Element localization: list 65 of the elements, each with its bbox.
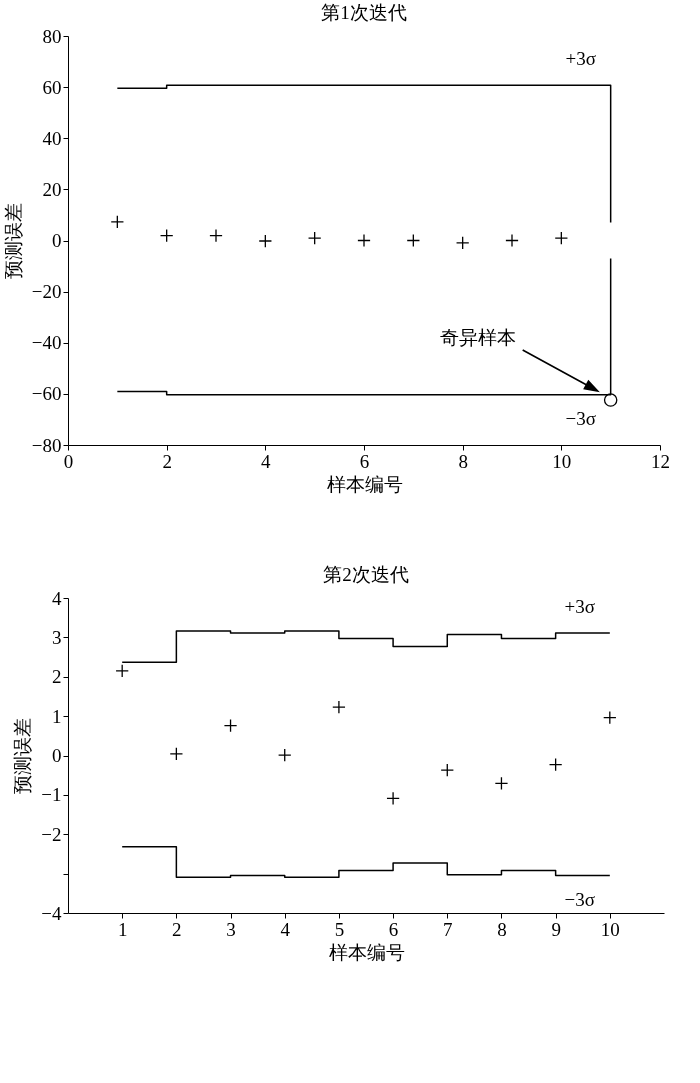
point: [386, 791, 400, 806]
y-tick-label: 2: [52, 666, 62, 688]
y-tick-label: 1: [52, 705, 62, 727]
point: [505, 233, 519, 248]
point: [357, 233, 371, 248]
x-tick-label: 7: [443, 918, 453, 940]
point: [307, 231, 322, 245]
annotation: 奇异样本: [439, 327, 516, 349]
annotation: −3σ: [565, 407, 596, 429]
x-tick-label: 8: [458, 450, 468, 472]
point: [169, 747, 184, 761]
y-tick-label: −2: [41, 823, 62, 845]
x-tick-label: 10: [552, 450, 572, 472]
x-tick-label: 8: [497, 918, 507, 940]
x-tick-label: 6: [359, 450, 370, 472]
y-tick-label: −40: [31, 332, 62, 354]
point: [494, 776, 509, 791]
y-tick-label: 20: [42, 178, 62, 200]
x-tick-label: 5: [334, 918, 345, 940]
y-tick-label: −60: [31, 383, 62, 405]
point: [332, 700, 346, 714]
x-tick-label: 10: [600, 918, 620, 940]
y-tick-label: −20: [31, 281, 62, 303]
point: [440, 763, 455, 777]
x-tick-label: 1: [117, 918, 128, 940]
x-tick-label: 4: [261, 450, 272, 472]
annotation: +3σ: [564, 596, 596, 618]
point: [406, 233, 421, 248]
point: [455, 236, 470, 250]
point: [603, 710, 617, 725]
point: [209, 228, 223, 243]
x-tick-label: 6: [388, 918, 399, 940]
x-tick-label: 4: [280, 918, 291, 940]
point: [115, 664, 129, 678]
x-tick-label: 2: [162, 450, 172, 472]
point: [554, 231, 569, 245]
y-tick-label: −80: [31, 434, 62, 456]
y-tick-label: 4: [52, 587, 62, 609]
y-tick-label: 0: [52, 745, 62, 766]
chart-title: 第1次迭代: [321, 2, 407, 23]
point: [223, 718, 238, 733]
x-axis-title: 样本编号: [326, 473, 403, 495]
x-tick-label: 12: [651, 450, 670, 472]
x-tick-label: 2: [172, 918, 182, 940]
x-axis-title: 样本编号: [328, 941, 405, 963]
x-tick-label: 3: [226, 918, 236, 940]
point: [548, 757, 563, 772]
y-tick-label: 60: [42, 76, 62, 98]
point: [159, 228, 174, 243]
y-tick-label: −1: [41, 784, 62, 806]
x-tick-label: 9: [551, 918, 561, 940]
y-tick-label: 80: [42, 25, 62, 47]
y-tick-label: 40: [42, 127, 62, 149]
annotation: +3σ: [565, 48, 596, 70]
y-tick-label: 0: [52, 230, 62, 251]
y-tick-label: 3: [52, 626, 62, 648]
point: [603, 393, 618, 407]
point: [277, 748, 292, 762]
annotation: −3σ: [564, 888, 596, 910]
chart-title: 第2次迭代: [323, 564, 409, 585]
y-axis-title: 预测误差: [2, 203, 24, 279]
y-tick-label: −4: [41, 902, 62, 924]
y-axis-title: 预测误差: [12, 718, 34, 794]
point: [110, 215, 125, 229]
point: [258, 234, 273, 248]
